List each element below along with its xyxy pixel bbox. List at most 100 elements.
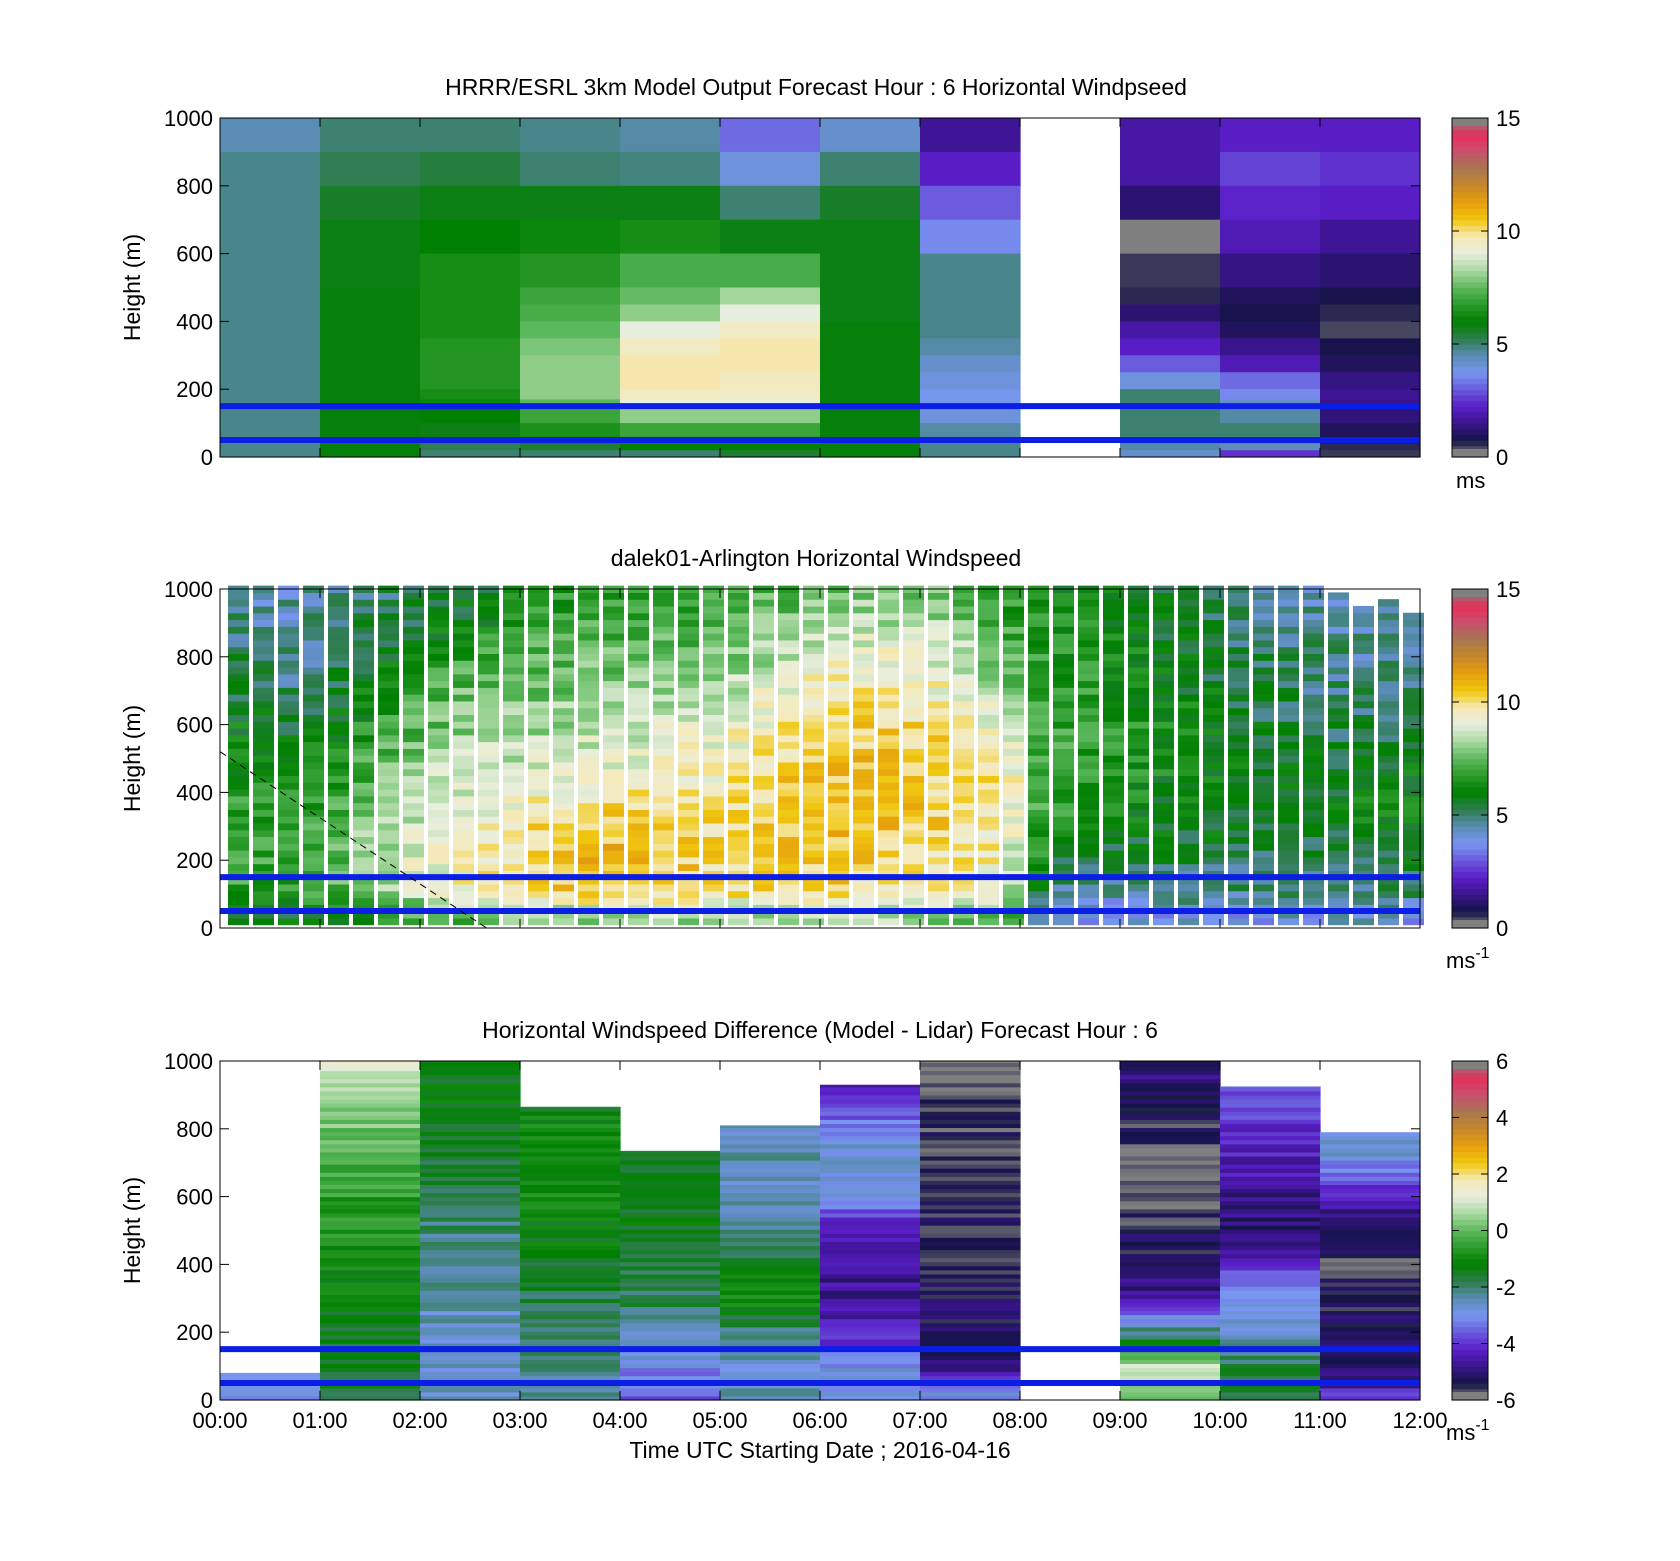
lidar-cell — [303, 673, 324, 682]
lidar-cell — [403, 653, 424, 661]
lidar-cell — [928, 789, 949, 797]
lidar-cell — [228, 890, 249, 899]
difference-cell — [920, 1176, 1021, 1181]
lidar-cell — [803, 870, 824, 878]
lidar-cell — [403, 829, 424, 838]
difference-cell — [1320, 1172, 1421, 1177]
lidar-cell — [1403, 877, 1424, 885]
lidar-cell — [353, 660, 374, 668]
lidar-cell — [753, 911, 774, 919]
model-cell — [1320, 304, 1421, 322]
lidar-cell — [228, 761, 249, 770]
lidar-cell — [778, 890, 799, 899]
difference-cell — [520, 1155, 621, 1161]
difference-cell — [820, 1375, 921, 1381]
lidar-cell — [503, 911, 524, 919]
lidar-cell — [478, 727, 499, 736]
lidar-cell — [228, 687, 249, 695]
lidar-cell — [878, 653, 899, 661]
lidar-cell — [428, 626, 449, 634]
difference-cell — [1320, 1314, 1421, 1320]
difference-cell — [420, 1131, 521, 1137]
lidar-cell — [678, 775, 699, 783]
lidar-cell — [653, 660, 674, 668]
lidar-cell — [1328, 660, 1349, 668]
lidar-cell — [1253, 721, 1274, 729]
difference-cell — [1120, 1294, 1221, 1299]
difference-cell — [820, 1367, 921, 1373]
lidar-cell — [1128, 829, 1149, 838]
difference-cell — [920, 1212, 1021, 1218]
y-tick-label: 600 — [176, 713, 213, 738]
lidar-cell — [303, 829, 324, 838]
difference-cell — [520, 1318, 621, 1324]
lidar-cell — [903, 626, 924, 634]
lidar-cell — [603, 755, 624, 763]
lidar-cell — [878, 768, 899, 777]
difference-cell — [320, 1282, 421, 1287]
difference-cell — [620, 1225, 721, 1230]
lidar-cell — [478, 870, 499, 878]
lidar-cell — [903, 782, 924, 790]
lidar-cell — [1353, 612, 1374, 621]
model-cell — [220, 304, 321, 322]
lidar-cell — [328, 694, 349, 702]
lidar-cell — [328, 904, 349, 912]
lidar-cell — [353, 782, 374, 790]
difference-cell — [920, 1241, 1021, 1247]
lidar-cell — [1128, 687, 1149, 695]
difference-cell — [820, 1241, 921, 1247]
lidar-cell — [303, 775, 324, 783]
difference-cell — [1120, 1371, 1221, 1377]
lidar-cell — [1153, 877, 1174, 885]
difference-cell — [420, 1127, 521, 1133]
lidar-cell — [503, 883, 524, 892]
colorbar-overflow-cap — [1452, 589, 1488, 597]
lidar-cell — [678, 734, 699, 743]
difference-cell — [920, 1322, 1021, 1328]
lidar-cell — [1078, 829, 1099, 838]
lidar-cell — [1053, 822, 1074, 831]
lidar-cell — [653, 626, 674, 634]
lidar-cell — [978, 829, 999, 838]
lidar-cell — [1103, 890, 1124, 899]
lidar-cell — [428, 680, 449, 688]
lidar-cell — [453, 694, 474, 702]
difference-cell — [1220, 1172, 1321, 1177]
lidar-cell — [1153, 768, 1174, 777]
model-cell — [1120, 406, 1221, 424]
lidar-cell — [1303, 612, 1324, 621]
lidar-cell — [553, 789, 574, 797]
difference-cell — [820, 1216, 921, 1222]
lidar-cell — [1178, 883, 1199, 892]
difference-cell — [1120, 1343, 1221, 1348]
lidar-cell — [1228, 897, 1249, 905]
lidar-cell — [1353, 707, 1374, 716]
lidar-cell — [1278, 789, 1299, 797]
difference-cell — [520, 1135, 621, 1141]
lidar-cell — [1378, 795, 1399, 804]
lidar-cell — [478, 694, 499, 702]
colorbar-segment — [1452, 366, 1488, 373]
lidar-cell — [1303, 816, 1324, 824]
lidar-cell — [678, 897, 699, 905]
panel-lidar-ylabel: Height (m) — [119, 705, 145, 812]
lidar-cell — [1378, 680, 1399, 688]
lidar-cell — [528, 707, 549, 716]
lidar-cell — [703, 856, 724, 865]
lidar-cell — [553, 741, 574, 749]
lidar-cell — [828, 599, 849, 607]
model-cell — [1220, 443, 1321, 451]
difference-cell — [1120, 1078, 1221, 1084]
lidar-cell — [1303, 856, 1324, 865]
difference-cell — [320, 1334, 421, 1340]
lidar-cell — [553, 755, 574, 763]
lidar-cell — [1253, 768, 1274, 777]
lidar-cell — [378, 612, 399, 621]
lidar-cell — [1403, 917, 1424, 926]
difference-cell — [720, 1200, 821, 1206]
lidar-cell — [1203, 605, 1224, 614]
lidar-cell — [553, 660, 574, 668]
model-cell — [1220, 219, 1321, 255]
lidar-cell — [578, 680, 599, 688]
